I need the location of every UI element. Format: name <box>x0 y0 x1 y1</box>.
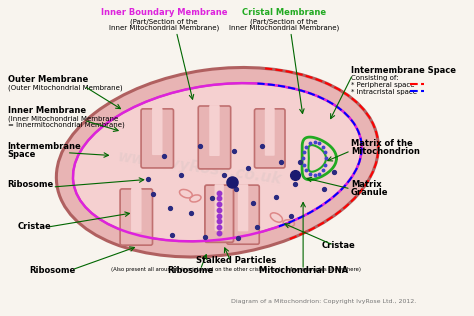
Text: Granule: Granule <box>351 188 388 197</box>
Text: (Part/Section of the: (Part/Section of the <box>130 18 198 25</box>
Text: Cristae: Cristae <box>321 241 355 250</box>
Text: Matrix of the: Matrix of the <box>351 139 412 148</box>
Text: Space: Space <box>8 149 36 159</box>
Text: Inner Mitochondrial Membrane): Inner Mitochondrial Membrane) <box>229 25 339 31</box>
FancyBboxPatch shape <box>227 185 259 244</box>
Text: Inner Boundary Membrane: Inner Boundary Membrane <box>100 9 227 17</box>
FancyBboxPatch shape <box>255 109 285 168</box>
Text: Cristal Membrane: Cristal Membrane <box>242 9 326 17</box>
Text: (Also present all around this crista and on the other cristae - only a few examp: (Also present all around this crista and… <box>111 267 361 272</box>
FancyBboxPatch shape <box>141 109 173 168</box>
Ellipse shape <box>73 83 362 241</box>
FancyBboxPatch shape <box>205 185 234 242</box>
Text: Ribosome: Ribosome <box>167 266 214 275</box>
Text: www.IvyRose.co.uk: www.IvyRose.co.uk <box>117 149 283 187</box>
Text: Diagram of a Mitochondrion: Copyright IvyRose Ltd., 2012.: Diagram of a Mitochondrion: Copyright Iv… <box>231 299 417 304</box>
FancyBboxPatch shape <box>198 106 231 169</box>
Text: (Inner Mitochondrial Membrane: (Inner Mitochondrial Membrane <box>8 115 118 122</box>
Text: = Innermitochondrial Membrane): = Innermitochondrial Membrane) <box>8 122 124 129</box>
FancyBboxPatch shape <box>120 189 153 245</box>
Text: Mitochondrion: Mitochondrion <box>351 147 419 156</box>
FancyBboxPatch shape <box>209 105 220 156</box>
Text: * Peripheral space: * Peripheral space <box>351 82 414 88</box>
Text: Inner Mitochondrial Membrane): Inner Mitochondrial Membrane) <box>109 25 219 31</box>
Text: Matrix: Matrix <box>351 180 382 189</box>
Text: Cristae: Cristae <box>17 222 51 231</box>
Text: Intermembrane Space: Intermembrane Space <box>351 66 456 75</box>
FancyBboxPatch shape <box>131 188 142 232</box>
Text: Stalked Particles: Stalked Particles <box>196 256 276 265</box>
FancyBboxPatch shape <box>215 184 224 231</box>
FancyBboxPatch shape <box>265 108 275 156</box>
Text: Outer Membrane: Outer Membrane <box>8 75 88 84</box>
Text: Intermembrane: Intermembrane <box>8 142 82 151</box>
FancyBboxPatch shape <box>238 184 248 231</box>
Text: * Intracristal space: * Intracristal space <box>351 88 417 94</box>
Text: Mitochondrial DNA: Mitochondrial DNA <box>258 266 347 275</box>
Ellipse shape <box>56 68 378 257</box>
Text: Inner Membrane: Inner Membrane <box>8 106 86 115</box>
Text: Ribosome: Ribosome <box>8 180 54 189</box>
FancyBboxPatch shape <box>152 108 163 155</box>
Text: (Part/Section of the: (Part/Section of the <box>250 18 318 25</box>
Text: (Outer Mitochondrial Membrane): (Outer Mitochondrial Membrane) <box>8 85 122 91</box>
Text: Consisting of:: Consisting of: <box>351 75 398 81</box>
Text: Ribosome: Ribosome <box>29 266 75 275</box>
